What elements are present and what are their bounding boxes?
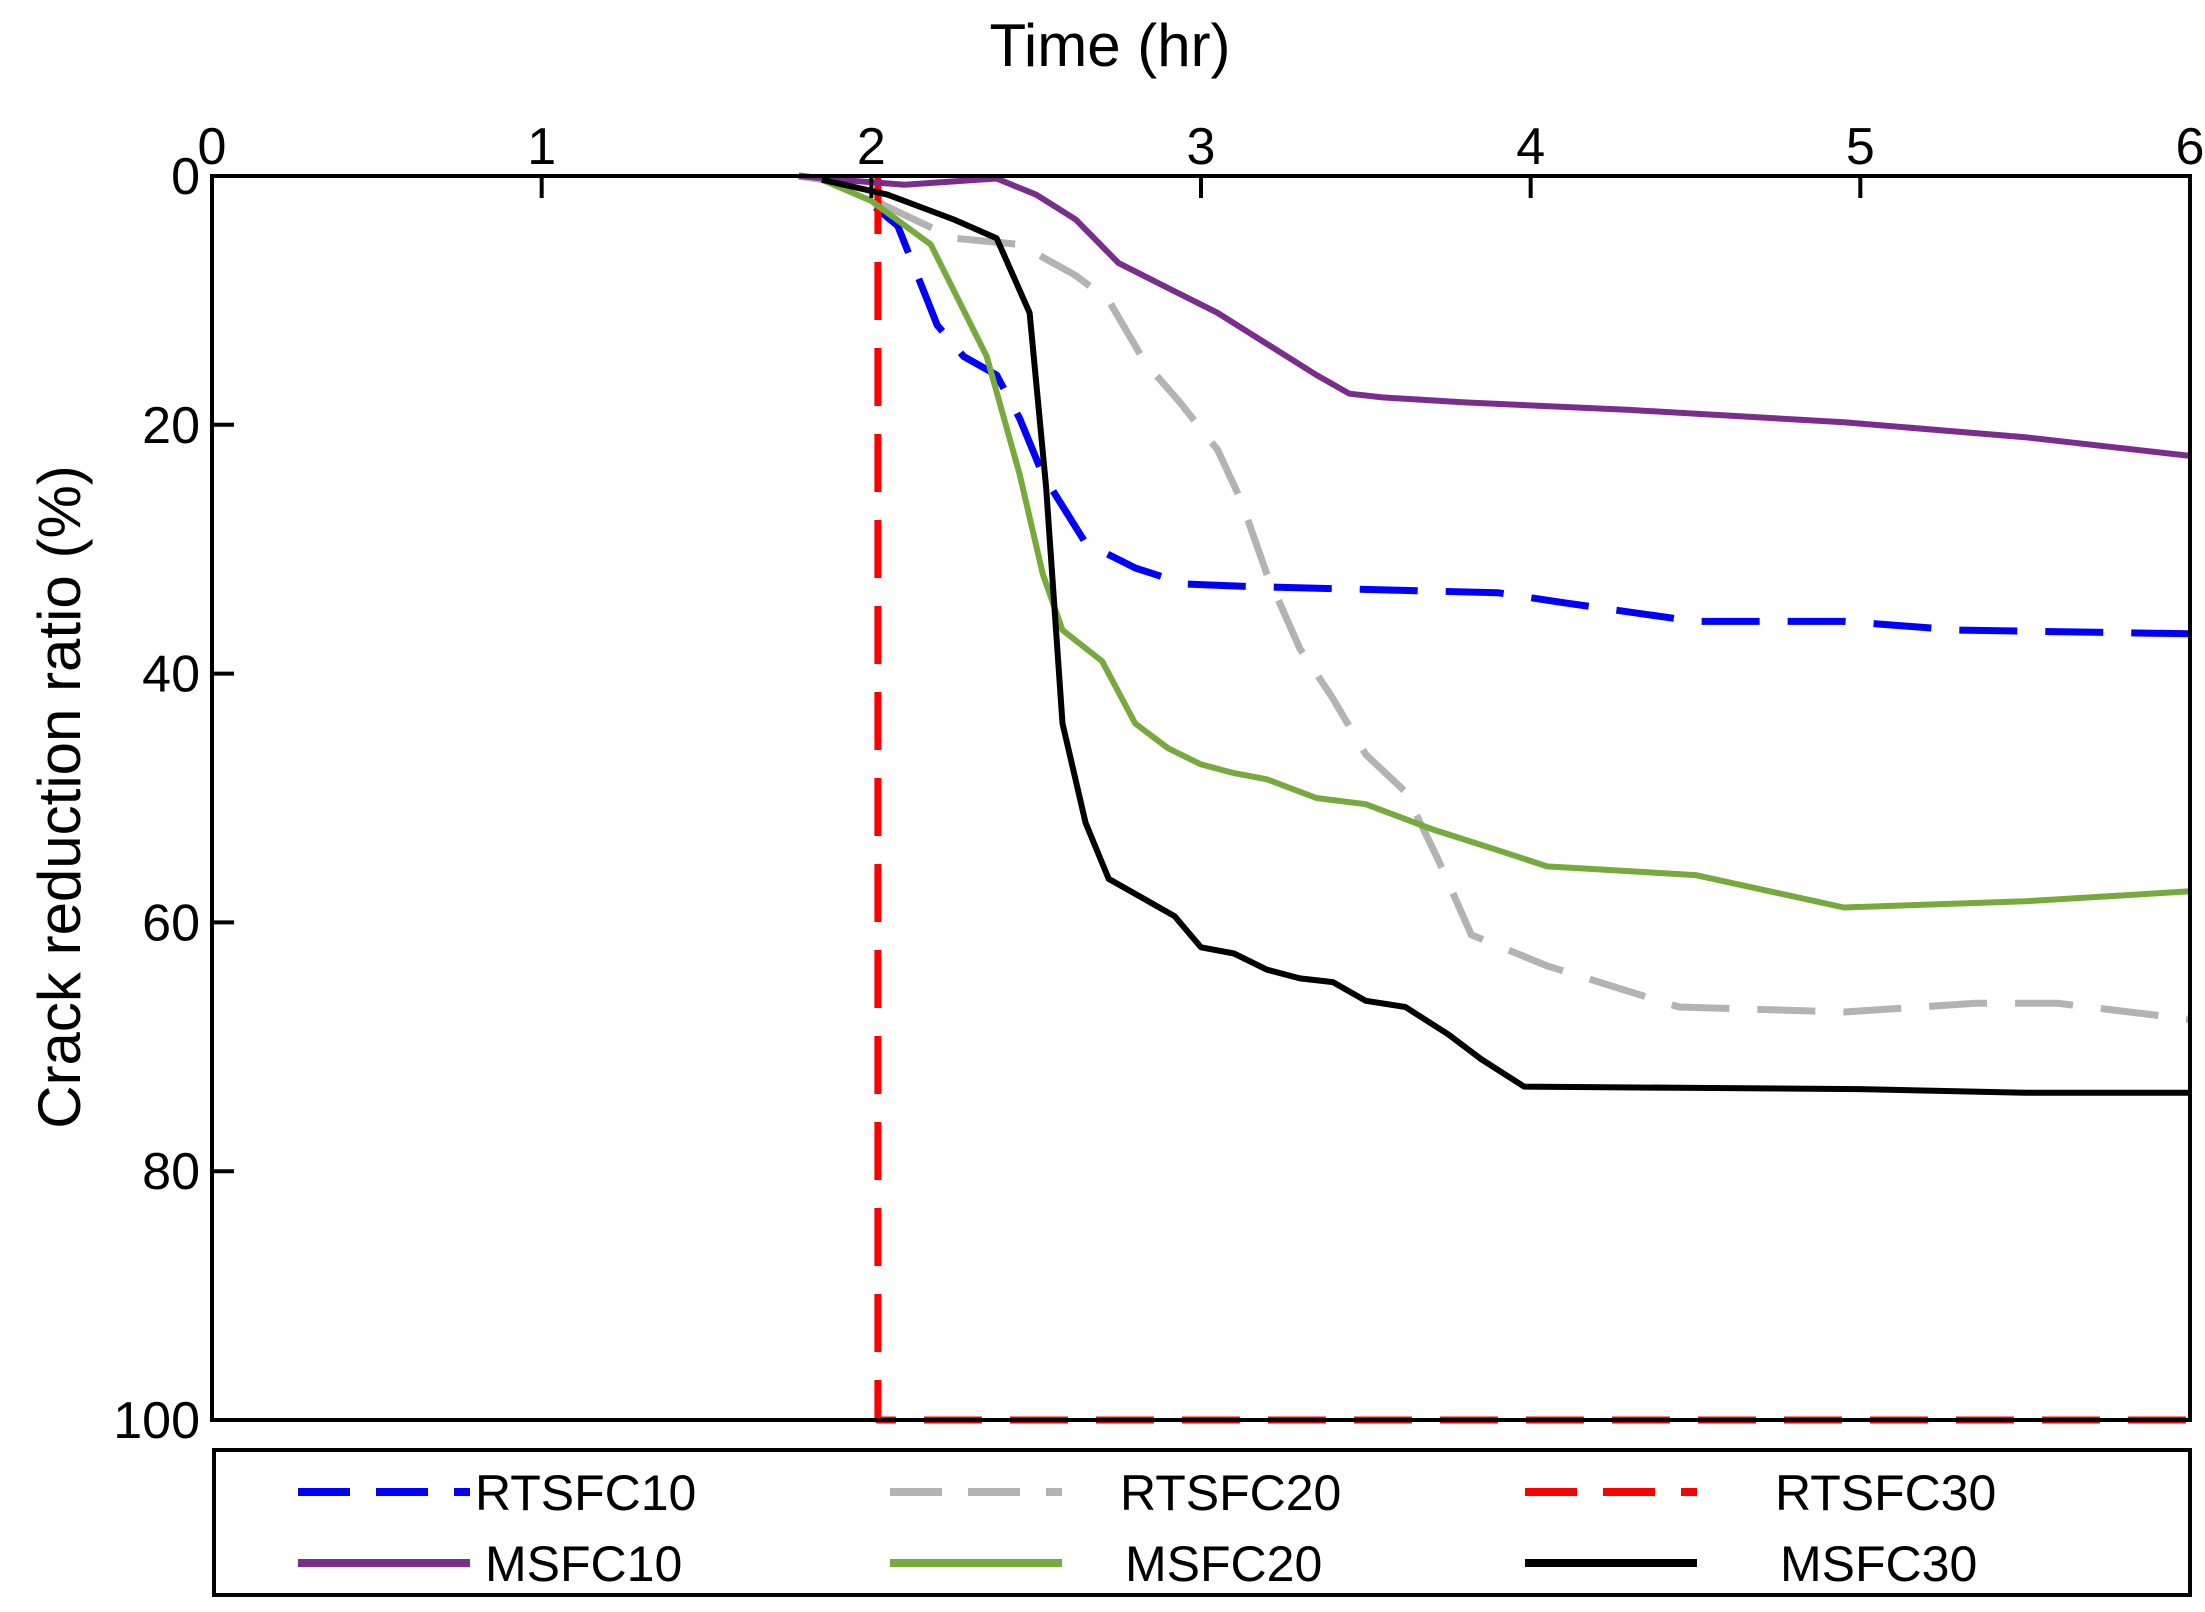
legend-box [212,1448,2192,1597]
x-tick-label: 0 [198,118,227,176]
x-tick-label: 2 [857,118,886,176]
series-line-msfc30 [821,176,2190,1096]
x-tick-label: 4 [1516,118,1545,176]
series-line-msfc20 [820,176,2191,911]
legend-label-rtsfc30: RTSFC30 [1775,1465,1996,1521]
legend-label-rtsfc20: RTSFC20 [1120,1465,1341,1521]
plot-frame [210,174,2192,1422]
legend-label-msfc30: MSFC30 [1780,1536,1977,1592]
y-tick-label: 40 [142,646,200,704]
legend-label-rtsfc10: RTSFC10 [475,1465,696,1521]
y-tick-label: 60 [142,894,200,952]
y-axis-title: Crack reduction ratio (%) [26,465,93,1129]
series-line-rtsfc10 [798,172,2191,638]
series-line-rtsfc30 [874,176,2190,1424]
series-line-rtsfc20 [798,172,2191,1023]
y-tick-label: 0 [171,148,200,206]
y-tick-label: 100 [113,1392,200,1450]
series-line-msfc10 [798,173,2191,459]
series-layer [798,172,2191,1424]
y-tick-label: 20 [142,397,200,455]
x-tick-label: 1 [527,118,556,176]
y-tick-label: 80 [142,1143,200,1201]
legend-label-msfc20: MSFC20 [1125,1536,1322,1592]
x-tick-label: 3 [1187,118,1216,176]
x-tick-label: 6 [2176,118,2205,176]
legend: RTSFC10 RTSFC20 RTSFC30 MSFC10 MSFC20 MSFC30 [298,1465,1996,1592]
x-tick-label: 5 [1846,118,1875,176]
x-axis-title: Time (hr) [989,12,1230,79]
legend-label-msfc10: MSFC10 [485,1536,682,1592]
